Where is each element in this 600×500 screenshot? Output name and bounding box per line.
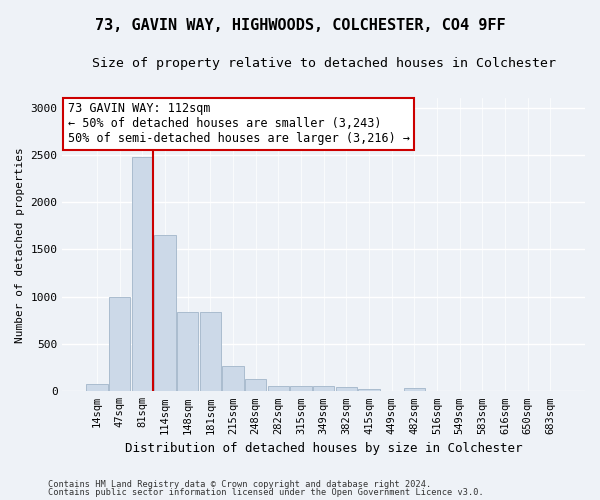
Bar (313, 386, 334, 392)
Bar (245, 379, 266, 392)
Bar (200, 312, 221, 392)
Bar (290, 386, 312, 392)
Bar (177, 312, 199, 392)
Bar (335, 386, 357, 392)
Text: Contains HM Land Registry data © Crown copyright and database right 2024.: Contains HM Land Registry data © Crown c… (48, 480, 431, 489)
Bar (131, 156, 153, 392)
Text: 73 GAVIN WAY: 112sqm
← 50% of detached houses are smaller (3,243)
50% of semi-de: 73 GAVIN WAY: 112sqm ← 50% of detached h… (68, 102, 410, 146)
Y-axis label: Number of detached properties: Number of detached properties (15, 147, 25, 342)
Bar (154, 235, 176, 392)
Bar (358, 389, 380, 392)
Text: 73, GAVIN WAY, HIGHWOODS, COLCHESTER, CO4 9FF: 73, GAVIN WAY, HIGHWOODS, COLCHESTER, CO… (95, 18, 505, 32)
Bar (268, 386, 289, 392)
Text: Contains public sector information licensed under the Open Government Licence v3: Contains public sector information licen… (48, 488, 484, 497)
Bar (404, 388, 425, 392)
Bar (86, 384, 108, 392)
X-axis label: Distribution of detached houses by size in Colchester: Distribution of detached houses by size … (125, 442, 523, 455)
Title: Size of property relative to detached houses in Colchester: Size of property relative to detached ho… (92, 58, 556, 70)
Bar (109, 296, 130, 392)
Bar (222, 366, 244, 392)
